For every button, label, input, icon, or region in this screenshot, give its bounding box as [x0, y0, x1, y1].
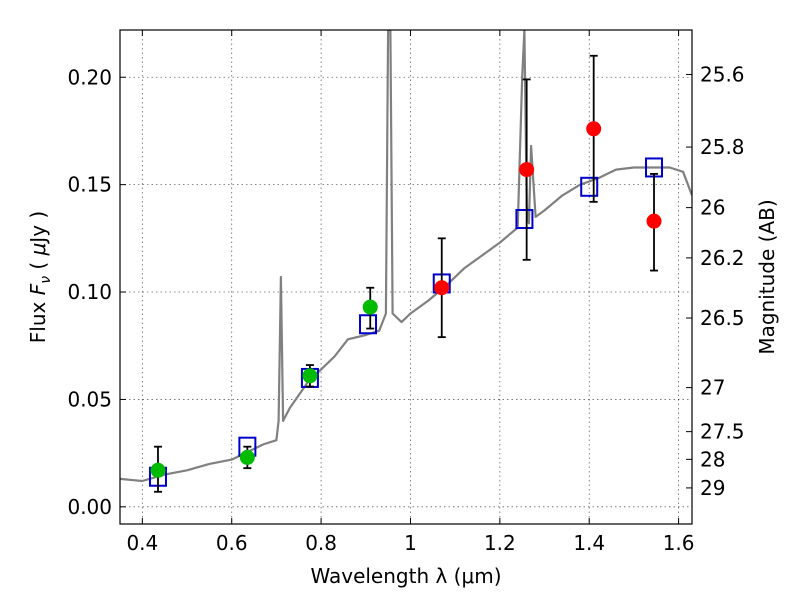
right-y-tick-label: 27.5	[700, 420, 745, 444]
plot-frame	[119, 29, 693, 525]
y-axis-title-left: Flux Fν ( μJy )	[26, 211, 54, 343]
right-y-tick-label: 28	[700, 447, 725, 471]
y-tick-label: 0.20	[67, 65, 112, 89]
right-y-tick-label: 25.6	[700, 62, 745, 86]
x-tick-label: 0.8	[305, 531, 337, 555]
grid	[120, 30, 692, 524]
spectrum-line	[120, 30, 692, 483]
photometry-point	[150, 462, 166, 478]
x-tick-label: 1.6	[663, 531, 695, 555]
y-axis-title-right: Magnitude (AB)	[755, 199, 779, 354]
y-tick-label: 0.00	[67, 495, 112, 519]
photometry-point	[239, 449, 255, 465]
right-y-tick-label: 26.2	[700, 246, 745, 270]
model-square-point	[580, 176, 599, 197]
x-tick-label: 1.2	[484, 531, 516, 555]
right-y-tick-label: 27	[700, 376, 725, 400]
ticks: 0.4 0.6 0.8 1 1.2 1.4 1.6 0.00 0.05 0.10 0.15 0.20 2…	[67, 30, 745, 555]
y-tick-label: 0.05	[67, 387, 112, 411]
y-tick-label: 0.10	[67, 280, 112, 304]
x-tick-label: 1	[404, 531, 417, 555]
right-y-tick-label: 25.8	[700, 135, 745, 159]
x-tick-label: 0.6	[216, 531, 248, 555]
right-y-tick-label: 26	[700, 196, 725, 220]
photometry-point	[646, 213, 662, 229]
photometry-point	[302, 368, 318, 384]
x-axis-title: Wavelength λ (μm)	[310, 564, 501, 588]
x-tick-label: 1.4	[573, 531, 605, 555]
photometry-point	[362, 299, 378, 315]
right-y-tick-label: 26.5	[700, 306, 745, 330]
photometry-point	[519, 162, 535, 178]
plot-area	[120, 30, 692, 493]
right-y-tick-label: 29	[700, 476, 725, 500]
model-square-point	[515, 209, 534, 230]
x-tick-label: 0.4	[126, 531, 158, 555]
photometry-point	[434, 280, 450, 296]
photometry-point	[586, 121, 602, 137]
model-square-point	[359, 314, 378, 335]
y-tick-label: 0.15	[67, 173, 112, 197]
